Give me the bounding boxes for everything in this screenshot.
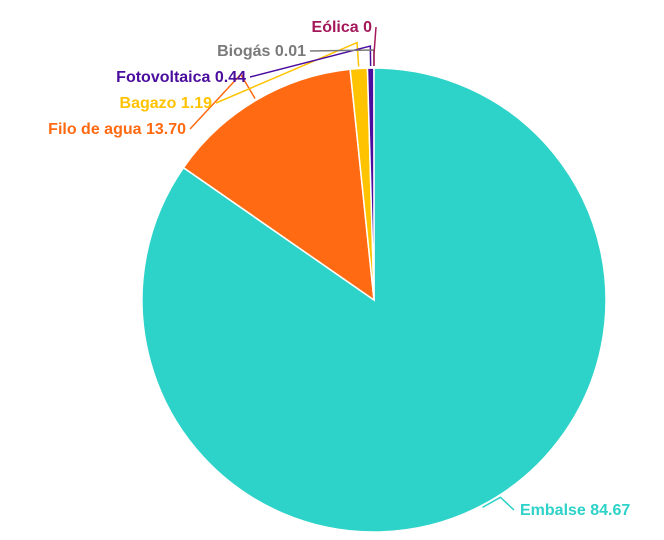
data-label-bagazo: Bagazo 1.19 (120, 95, 213, 112)
data-label-embalse: Embalse 84.67 (520, 502, 630, 519)
data-label-biogas: Biogás 0.01 (217, 43, 306, 60)
pie-labels: Embalse 84.67 Filo de agua 13.70 Bagazo 1.… (48, 19, 630, 519)
data-label-eolica: Eólica 0 (312, 19, 373, 36)
label-connector-fotovoltaica (249, 45, 372, 78)
label-connector-embalse (482, 496, 515, 511)
data-label-fotovoltaica: Fotovoltaica 0.44 (116, 69, 246, 86)
data-label-filo-de-agua: Filo de agua 13.70 (48, 121, 186, 138)
pie-slices (141, 67, 607, 533)
pie-slice-filo-de-agua[interactable] (182, 68, 375, 302)
label-connector-filo-de-agua (189, 73, 256, 130)
label-connector-eolica (373, 26, 377, 66)
label-connector-bagazo (215, 41, 360, 104)
